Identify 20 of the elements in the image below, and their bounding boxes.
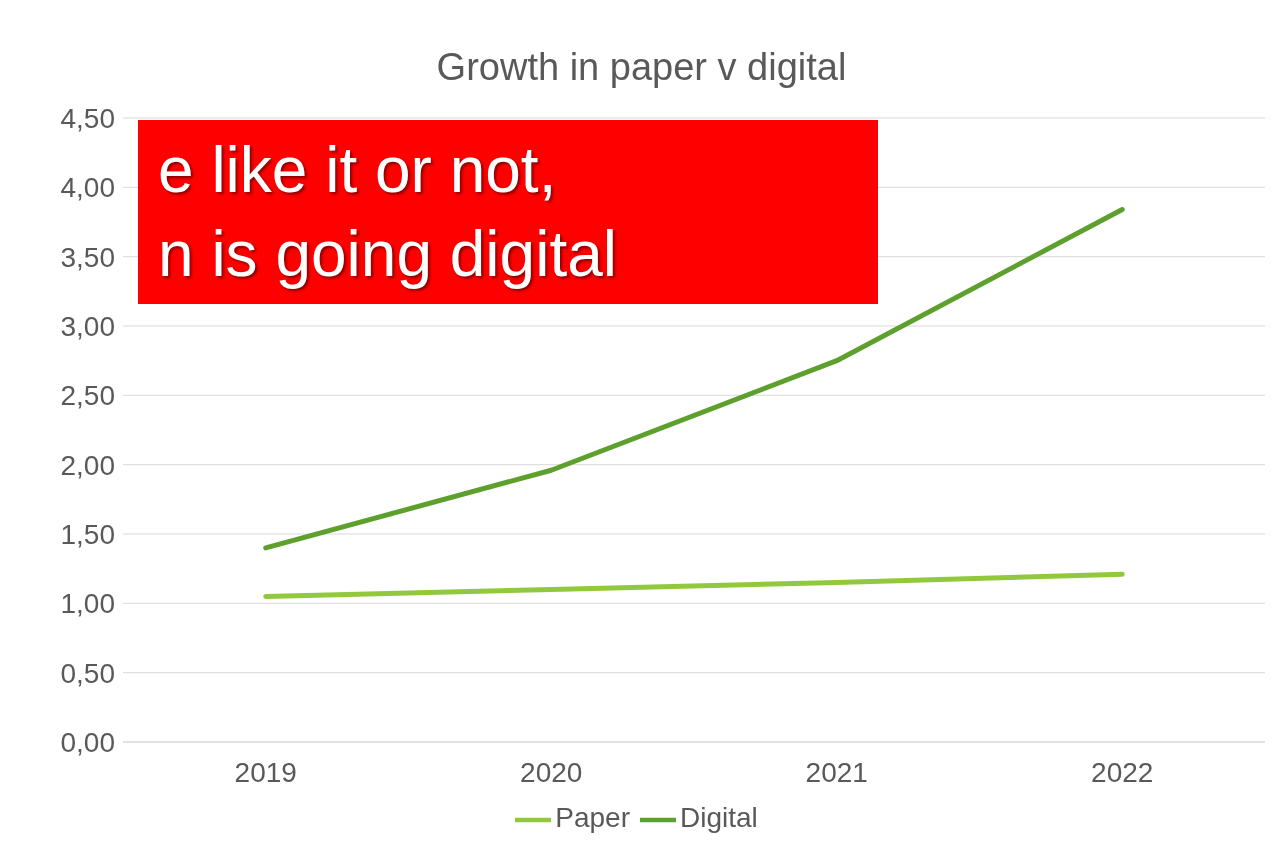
y-tick-label: 4,50 xyxy=(60,102,115,134)
y-tick-label: 1,50 xyxy=(60,518,115,550)
y-tick-label: 4,00 xyxy=(60,172,115,204)
chart-title: Growth in paper v digital xyxy=(435,46,848,89)
y-tick-label: 0,50 xyxy=(60,657,115,689)
y-tick-label: 1,00 xyxy=(60,588,115,620)
annotation: n is going digital xyxy=(158,217,618,292)
y-tick-label: 3,50 xyxy=(60,241,115,273)
x-tick-label: 2020 xyxy=(520,756,583,788)
y-tick-label: 3,00 xyxy=(60,310,115,342)
x-tick-label: 2022 xyxy=(1091,756,1154,788)
banner: e like it or not, n is going digital xyxy=(138,120,878,304)
x-tick-label: 2019 xyxy=(234,756,297,788)
y-tick-label: 2,50 xyxy=(60,380,115,412)
legend-label: Paper xyxy=(555,802,630,834)
y-tick-label: 0,00 xyxy=(60,726,115,758)
y-tick-label: 2,00 xyxy=(60,449,115,481)
annotation: e like it or not, xyxy=(158,133,558,208)
x-tick-label: 2021 xyxy=(805,756,868,788)
legend-label: Digital xyxy=(679,802,758,834)
